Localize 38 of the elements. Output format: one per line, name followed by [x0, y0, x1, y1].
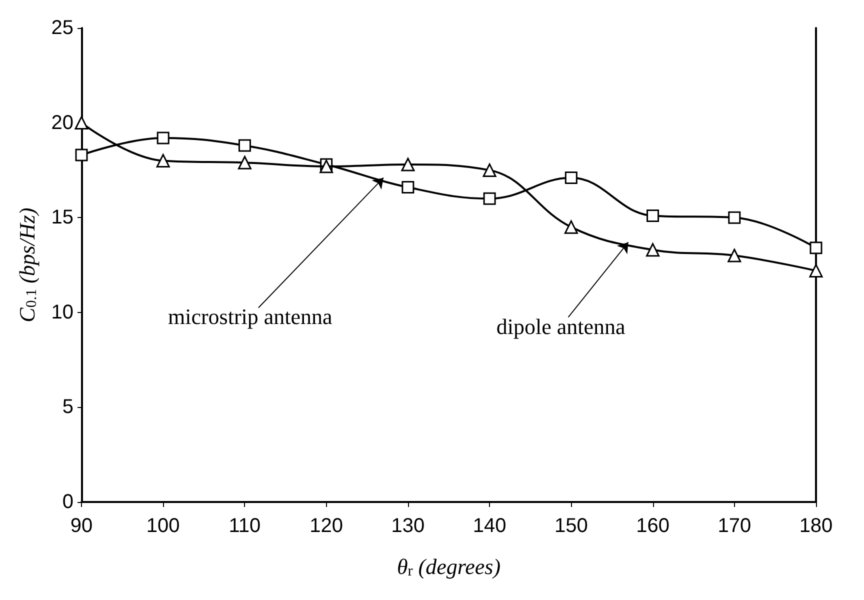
y-tick-label: 25	[51, 17, 74, 39]
x-axis-title: θr (degrees)	[396, 554, 501, 580]
x-tick-label: 90	[70, 515, 93, 537]
point	[646, 209, 660, 222]
y-tick-label: 5	[62, 396, 74, 418]
annotation: microstrip antenna	[168, 304, 333, 329]
point	[564, 172, 578, 184]
point	[809, 264, 823, 278]
y-tick-label: 10	[51, 301, 74, 324]
point	[75, 148, 88, 162]
point	[728, 248, 742, 262]
point	[728, 211, 741, 224]
point	[238, 156, 252, 170]
x-tick-label: 170	[718, 515, 752, 537]
annotation: dipole antenna	[496, 314, 626, 340]
point	[482, 163, 496, 177]
x-tick-label: 100	[146, 515, 180, 537]
point	[402, 181, 414, 194]
point	[483, 192, 496, 205]
x-tick-label: 140	[472, 515, 506, 537]
point	[156, 132, 170, 144]
x-tick-label: 110	[228, 515, 261, 537]
x-tick-label: 160	[636, 515, 670, 537]
x-tick-label: 130	[391, 515, 425, 537]
x-tick-label: 150	[554, 515, 588, 537]
y-tick-label: 20	[51, 112, 74, 134]
x-tick-label: 120	[310, 515, 344, 537]
point	[564, 220, 578, 234]
point	[646, 243, 660, 257]
y-tick-label: 0	[62, 491, 74, 513]
point	[810, 242, 822, 254]
point	[156, 154, 170, 168]
point	[401, 158, 415, 172]
y-tick-label: 15	[51, 206, 74, 229]
y-axis-title: C0.1 (bps/Hz)	[14, 208, 40, 322]
point	[238, 139, 251, 152]
x-tick-label: 180	[799, 515, 833, 537]
point	[320, 160, 334, 174]
